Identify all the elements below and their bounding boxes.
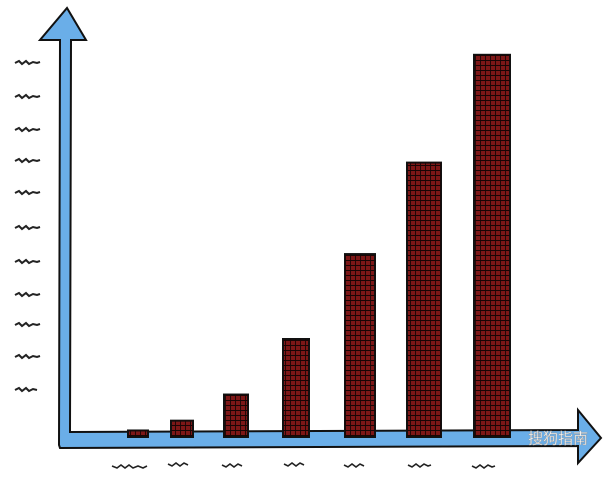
bar xyxy=(170,419,194,438)
axes xyxy=(37,6,603,466)
bar xyxy=(406,161,442,438)
x-scribbles xyxy=(111,462,496,469)
watermark: 搜狗指南 xyxy=(528,430,588,448)
bar xyxy=(344,253,376,438)
bar xyxy=(282,338,310,438)
bar xyxy=(473,53,511,439)
bar xyxy=(223,393,249,438)
bar xyxy=(127,429,149,439)
y-scribbles xyxy=(14,59,41,393)
